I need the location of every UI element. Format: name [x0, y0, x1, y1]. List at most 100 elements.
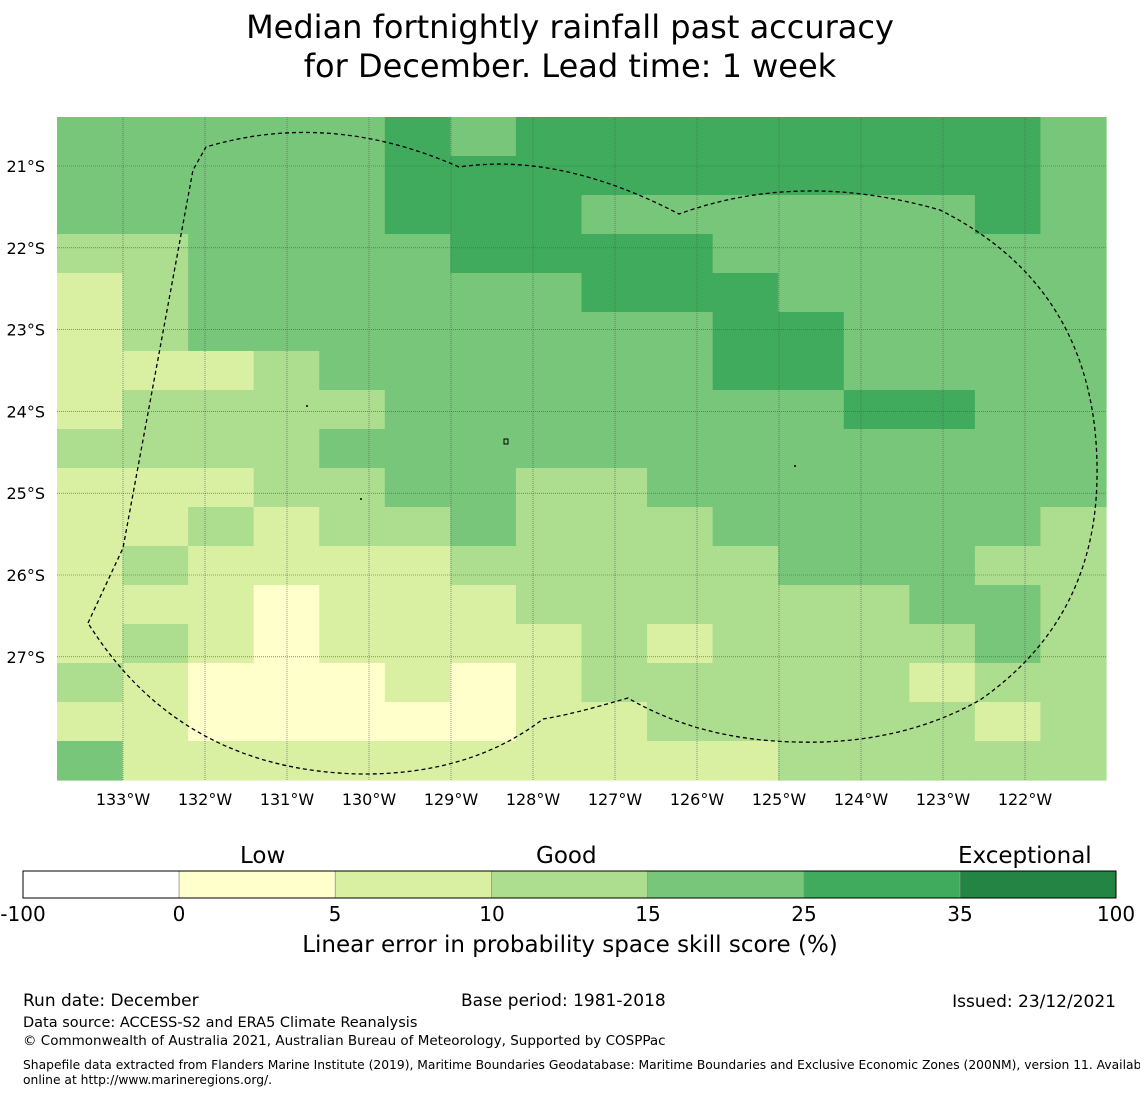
grid-cell — [843, 195, 910, 235]
grid-cell — [712, 312, 779, 352]
grid-cell — [581, 741, 648, 781]
grid-cell — [122, 195, 189, 235]
grid-cell — [909, 507, 976, 547]
grid-cell — [778, 234, 845, 274]
grid-cell — [974, 741, 1042, 781]
grid-cell — [974, 273, 1042, 313]
grid-cell — [909, 312, 976, 352]
longitude-label: 132°W — [178, 790, 233, 809]
latitude-label: 25°S — [6, 484, 45, 503]
grid-cell — [1040, 741, 1107, 781]
grid-cell — [712, 702, 779, 742]
grid-cell — [384, 702, 451, 742]
grid-cell — [515, 546, 583, 586]
grid-cell — [515, 351, 583, 391]
grid-cell — [319, 468, 386, 508]
grid-cell — [843, 546, 910, 586]
chart-title-line2: for December. Lead time: 1 week — [303, 47, 837, 85]
grid-cell — [57, 585, 124, 625]
grid-cell — [122, 156, 189, 196]
grid-cell — [909, 624, 976, 664]
grid-cell — [450, 234, 517, 274]
chart-title-line1: Median fortnightly rainfall past accurac… — [246, 8, 894, 46]
grid-cell — [778, 156, 845, 196]
grid-cell — [319, 312, 386, 352]
grid-cell — [909, 546, 976, 586]
grid-cell — [778, 624, 845, 664]
grid-cell — [384, 312, 451, 352]
grid-cell — [909, 429, 976, 469]
grid-cell — [581, 624, 648, 664]
grid-cell — [450, 195, 517, 235]
colorbar-label-exceptional: Exceptional — [958, 843, 1092, 869]
grid-cell — [647, 273, 714, 313]
grid-cell — [450, 312, 517, 352]
grid-cell — [188, 351, 255, 391]
eez-boundary — [87, 131, 1098, 775]
skill-score-grid — [57, 117, 1107, 781]
grid-cell — [909, 195, 976, 235]
grid-cell — [253, 117, 320, 157]
grid-cell — [647, 546, 714, 586]
grid-cell — [581, 507, 648, 547]
grid-cell — [122, 546, 189, 586]
grid-cell — [450, 351, 517, 391]
issued-date: Issued: 23/12/2021 — [952, 992, 1116, 1012]
grid-cell — [712, 663, 779, 703]
grid-cell — [57, 117, 124, 157]
grid-cell — [515, 741, 583, 781]
grid-cell — [319, 429, 386, 469]
grid-cell — [384, 546, 451, 586]
grid-cell — [778, 702, 845, 742]
island — [794, 465, 796, 467]
grid-cell — [450, 390, 517, 430]
grid-cell — [974, 429, 1042, 469]
grid-cell — [253, 663, 320, 703]
grid-cell — [57, 741, 124, 781]
grid-cell — [57, 351, 124, 391]
grid-cell — [57, 234, 124, 274]
grid-cell — [712, 624, 779, 664]
grid-cell — [384, 468, 451, 508]
grid-cell — [843, 429, 910, 469]
grid-cell — [450, 741, 517, 781]
grid-cell — [974, 507, 1042, 547]
colorbar-label-good: Good — [536, 843, 597, 869]
grid-cell — [581, 195, 648, 235]
island — [306, 405, 308, 407]
colorbar-tick: 100 — [1096, 902, 1136, 926]
grid-cell — [581, 429, 648, 469]
grid-cell — [253, 507, 320, 547]
grid-cell — [253, 741, 320, 781]
grid-cell — [122, 624, 189, 664]
grid-cell — [319, 546, 386, 586]
grid-cell — [778, 585, 845, 625]
grid-cell — [843, 117, 910, 157]
grid-cell — [647, 585, 714, 625]
colorbar — [22, 870, 1117, 899]
grid-cell — [909, 468, 976, 508]
longitude-labels: 133°W 132°W 131°W 130°W 129°W 128°W 127°W 126°W… — [96, 790, 1053, 809]
grid-cell — [515, 663, 583, 703]
grid-cell — [647, 351, 714, 391]
grid-cell — [450, 585, 517, 625]
grid-cell — [909, 156, 976, 196]
grid-cell — [188, 624, 255, 664]
grid-cell — [843, 663, 910, 703]
island — [360, 498, 362, 500]
grid-cell — [188, 195, 255, 235]
shapefile-credit: Shapefile data extracted from Flanders M… — [23, 1058, 1140, 1072]
latitude-label: 23°S — [6, 321, 45, 340]
grid-cell — [647, 429, 714, 469]
grid-cell — [384, 741, 451, 781]
grid-cell — [581, 663, 648, 703]
grid-cell — [188, 546, 255, 586]
grid-cell — [450, 429, 517, 469]
shapefile-credit-url: online at http://www.marineregions.org/. — [23, 1073, 273, 1087]
base-period: Base period: 1981-2018 — [461, 991, 666, 1011]
grid-cell — [1040, 351, 1107, 391]
grid-cell — [515, 156, 583, 196]
grid-cell — [843, 156, 910, 196]
latitude-label: 22°S — [6, 239, 45, 258]
